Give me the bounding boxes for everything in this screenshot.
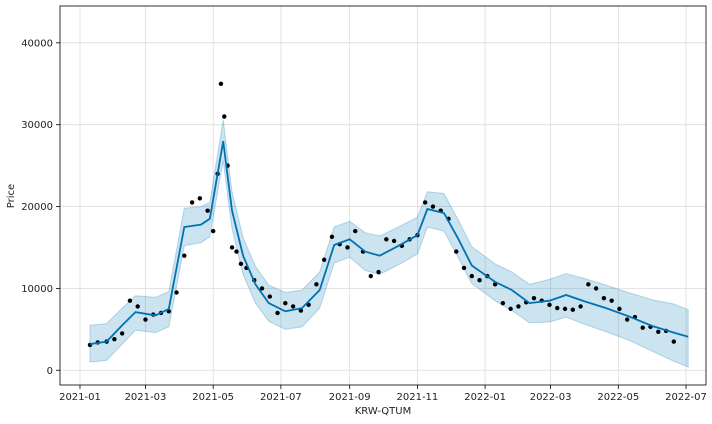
observed-point xyxy=(174,290,179,295)
observed-point xyxy=(368,273,373,279)
observed-point xyxy=(601,296,607,301)
x-tick-label: 2022-05 xyxy=(597,392,639,403)
observed-point xyxy=(290,304,296,309)
observed-point xyxy=(656,329,661,334)
y-tick-label: 20000 xyxy=(21,202,53,213)
observed-point xyxy=(508,306,513,312)
observed-point xyxy=(197,196,203,201)
observed-point xyxy=(345,245,350,250)
observed-point xyxy=(112,336,117,342)
observed-point xyxy=(531,296,537,301)
observed-point xyxy=(119,331,125,336)
observed-point xyxy=(205,208,210,213)
x-axis-label: KRW-QTUM xyxy=(355,406,411,417)
observed-point xyxy=(617,306,622,312)
y-tick-label: 10000 xyxy=(21,284,53,295)
y-axis-label: Price xyxy=(6,184,17,208)
observed-point xyxy=(384,237,389,242)
observed-point xyxy=(454,249,459,254)
observed-point xyxy=(516,304,521,309)
observed-point xyxy=(422,200,428,205)
x-axis: 2021-01 2021-03 2021-05 2021-07 2021-09 2021-… xyxy=(59,385,707,403)
y-tick-label: 0 xyxy=(47,366,53,377)
observed-point xyxy=(275,310,280,316)
observed-point xyxy=(218,81,224,86)
observed-point xyxy=(469,273,474,279)
observed-point xyxy=(321,257,327,262)
observed-point xyxy=(430,204,436,209)
observed-point xyxy=(570,307,576,312)
observed-point xyxy=(189,200,195,205)
observed-point xyxy=(259,286,265,291)
observed-point xyxy=(555,305,560,311)
observed-point xyxy=(500,300,506,306)
observed-point xyxy=(283,300,288,306)
grid xyxy=(60,6,706,385)
observed-point xyxy=(234,249,239,254)
x-tick-label: 2021-05 xyxy=(192,392,234,403)
observed-point xyxy=(229,245,235,250)
observed-point xyxy=(314,282,319,287)
x-tick-label: 2022-01 xyxy=(464,392,506,403)
observed-point xyxy=(624,317,630,322)
observed-point xyxy=(376,269,381,275)
x-tick-label: 2021-03 xyxy=(125,392,167,403)
observed-point xyxy=(547,302,552,307)
x-tick-label: 2022-07 xyxy=(665,392,707,403)
observed-point xyxy=(210,228,216,234)
forecast-line xyxy=(89,140,689,345)
observed-point xyxy=(477,278,482,283)
x-tick-label: 2021-11 xyxy=(397,392,439,403)
observed-point xyxy=(329,234,335,240)
observed-point xyxy=(593,286,599,291)
x-tick-label: 2021-09 xyxy=(329,392,371,403)
observed-point xyxy=(671,339,677,344)
observed-point xyxy=(353,228,358,234)
observed-point xyxy=(640,325,645,330)
observed-point xyxy=(391,238,397,244)
observed-point xyxy=(578,304,583,309)
observed-point xyxy=(182,253,187,258)
y-tick-label: 30000 xyxy=(21,120,53,131)
observed-point xyxy=(127,298,133,303)
x-tick-label: 2021-01 xyxy=(59,392,101,403)
plot-frame xyxy=(59,5,707,386)
x-tick-label: 2022-03 xyxy=(530,392,572,403)
x-tick-label: 2021-07 xyxy=(260,392,302,403)
observed-point xyxy=(238,261,244,267)
uncertainty-band xyxy=(89,119,689,368)
observed-point xyxy=(143,317,148,322)
observed-point xyxy=(586,282,591,287)
y-tick-label: 40000 xyxy=(21,38,53,49)
observed-point xyxy=(461,265,467,271)
observed-point xyxy=(562,306,568,312)
observed-point xyxy=(609,298,614,303)
observed-point xyxy=(267,294,272,299)
observed-point xyxy=(135,304,140,309)
y-axis: 0 10000 20000 30000 40000 xyxy=(21,38,60,377)
observed-point xyxy=(222,114,227,119)
